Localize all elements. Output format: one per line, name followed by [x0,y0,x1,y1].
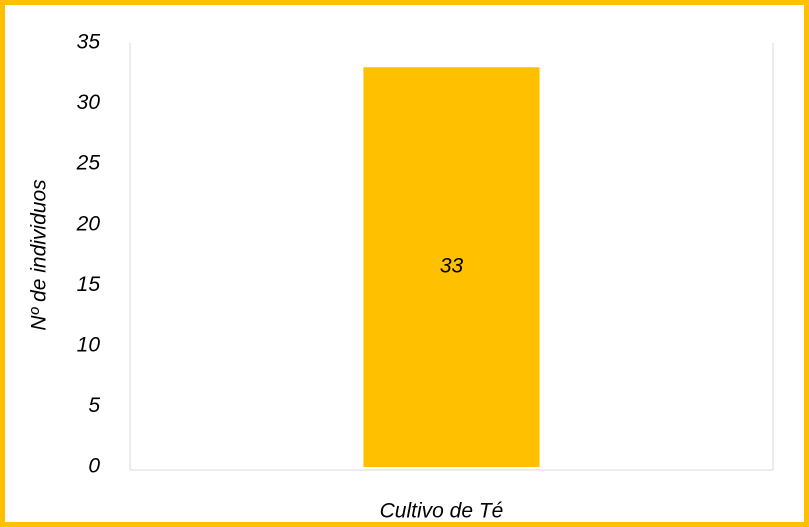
y-tick-label: 30 [77,91,101,114]
y-tick-label: 25 [76,152,101,175]
y-tick-label: 10 [77,333,101,356]
y-tick-label: 35 [77,31,101,54]
bar [363,67,540,467]
y-tick-label: 0 [88,455,100,478]
y-tick-label: 20 [76,212,101,235]
data-label: 33 [440,255,464,278]
x-tick-label: Cultivo de Té [380,500,504,523]
y-tick-label: 5 [88,394,100,417]
y-tick-label: 15 [77,273,101,296]
y-axis-label: Nº de individuos [28,179,51,331]
